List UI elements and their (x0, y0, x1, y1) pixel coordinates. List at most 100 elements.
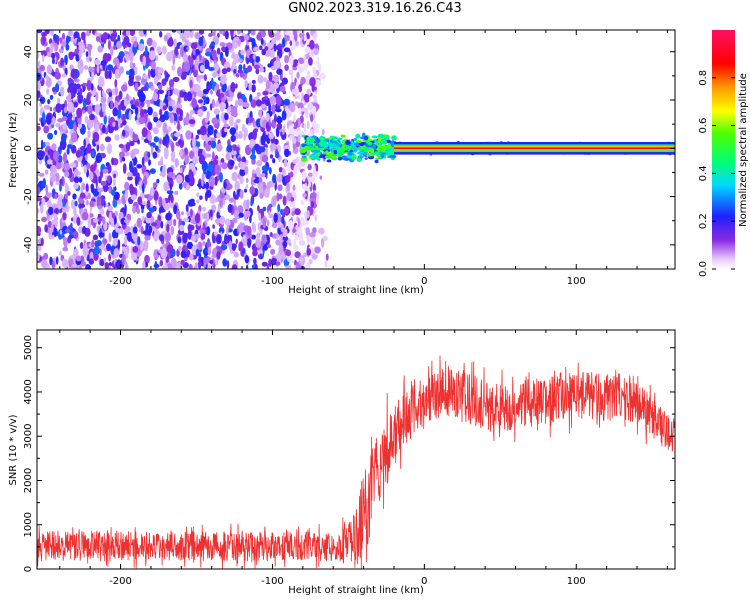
heat-cell (94, 160, 97, 168)
heat-cell (295, 224, 299, 231)
heat-cell (319, 72, 326, 80)
heat-cell (171, 141, 175, 153)
heat-cell (280, 223, 284, 233)
heat-cell (192, 137, 196, 148)
heat-cell (268, 210, 271, 218)
heat-cell (309, 39, 315, 50)
heat-cell (229, 127, 237, 136)
heat-cell (337, 153, 343, 158)
heat-cell (79, 242, 84, 249)
heat-cell (83, 164, 88, 174)
heat-cell (336, 137, 343, 141)
heat-cell (186, 184, 190, 191)
heat-cell (289, 201, 296, 208)
heat-cell (98, 232, 105, 238)
heat-cell (183, 116, 190, 126)
heat-cell (47, 132, 54, 140)
heat-cell (153, 190, 159, 201)
heat-cell (210, 129, 213, 135)
heat-cell (144, 254, 150, 264)
heat-cell (161, 168, 166, 178)
heat-cell (61, 73, 67, 78)
heat-cell (264, 46, 269, 51)
heat-cell (389, 154, 397, 159)
heat-cell (43, 125, 50, 134)
heat-cell (142, 55, 147, 67)
heat-cell (73, 248, 79, 256)
heat-cell (134, 82, 139, 92)
heat-cell (239, 168, 246, 177)
heat-cell (37, 89, 41, 99)
heat-cell (222, 258, 228, 267)
heat-cell (64, 54, 68, 66)
heat-cell (249, 186, 256, 195)
heat-cell (152, 151, 158, 159)
heat-cell (63, 162, 70, 171)
heat-cell (291, 137, 297, 144)
heat-cell (167, 126, 172, 132)
heat-cell (211, 204, 217, 211)
heat-cell (79, 87, 83, 95)
heat-cell (67, 191, 71, 196)
heat-cell (194, 59, 198, 71)
heat-cell (271, 196, 277, 207)
heat-cell (311, 155, 317, 159)
heat-cell (215, 234, 222, 245)
heat-cell (127, 175, 133, 181)
heat-cell (111, 157, 115, 166)
heat-cell (58, 48, 64, 53)
heat-cell (110, 217, 115, 228)
heat-cell (112, 121, 116, 128)
colorbar: 0.0 0.2 0.4 0.6 0.8 Normalized spectral ampl… (698, 30, 749, 277)
heat-cell (300, 199, 305, 206)
heat-cell (300, 219, 304, 228)
heat-cell (59, 143, 64, 150)
heat-cell (245, 184, 249, 189)
heat-cell (205, 171, 211, 180)
heat-cell (170, 132, 174, 138)
heat-cell (281, 37, 286, 48)
heat-cell (69, 258, 74, 265)
heat-cell (93, 218, 99, 223)
heat-cell (203, 261, 207, 268)
heat-cell (276, 68, 283, 75)
heat-cell (104, 262, 110, 269)
heat-cell (131, 104, 136, 110)
heat-cell (252, 249, 258, 257)
heat-cell (96, 143, 100, 152)
heat-cell (196, 192, 200, 197)
heat-cell (238, 212, 244, 218)
heat-cell (309, 137, 313, 142)
heat-cell (231, 244, 236, 251)
heat-cell (42, 54, 45, 63)
heat-cell (202, 240, 206, 246)
heat-cell (51, 86, 56, 93)
y-tick-label: 40 (23, 45, 34, 58)
heat-cell (167, 171, 174, 178)
heat-cell (306, 120, 310, 130)
heat-cell (182, 232, 188, 244)
heat-cell (261, 99, 266, 105)
heat-cell (341, 143, 346, 148)
heat-cell (70, 144, 77, 154)
heat-cell (178, 95, 181, 104)
heat-cell (85, 191, 89, 196)
y-tick-label: 3000 (23, 423, 34, 448)
heat-cell (170, 258, 177, 269)
heat-cell (238, 64, 243, 71)
y-tick-label: 2000 (23, 468, 34, 493)
heat-cell (167, 90, 171, 96)
heat-cell (200, 125, 207, 136)
heat-cell (154, 261, 158, 269)
heat-cell (298, 107, 302, 115)
heat-cell (150, 145, 154, 155)
heat-cell (383, 134, 390, 138)
heat-cell (45, 184, 48, 195)
heat-cell (87, 130, 91, 139)
heat-cell (289, 40, 293, 46)
heat-cell (70, 199, 76, 210)
heat-cell (284, 31, 292, 36)
heat-cell (319, 141, 325, 147)
heat-cell (187, 41, 192, 46)
heat-cell (324, 260, 328, 268)
